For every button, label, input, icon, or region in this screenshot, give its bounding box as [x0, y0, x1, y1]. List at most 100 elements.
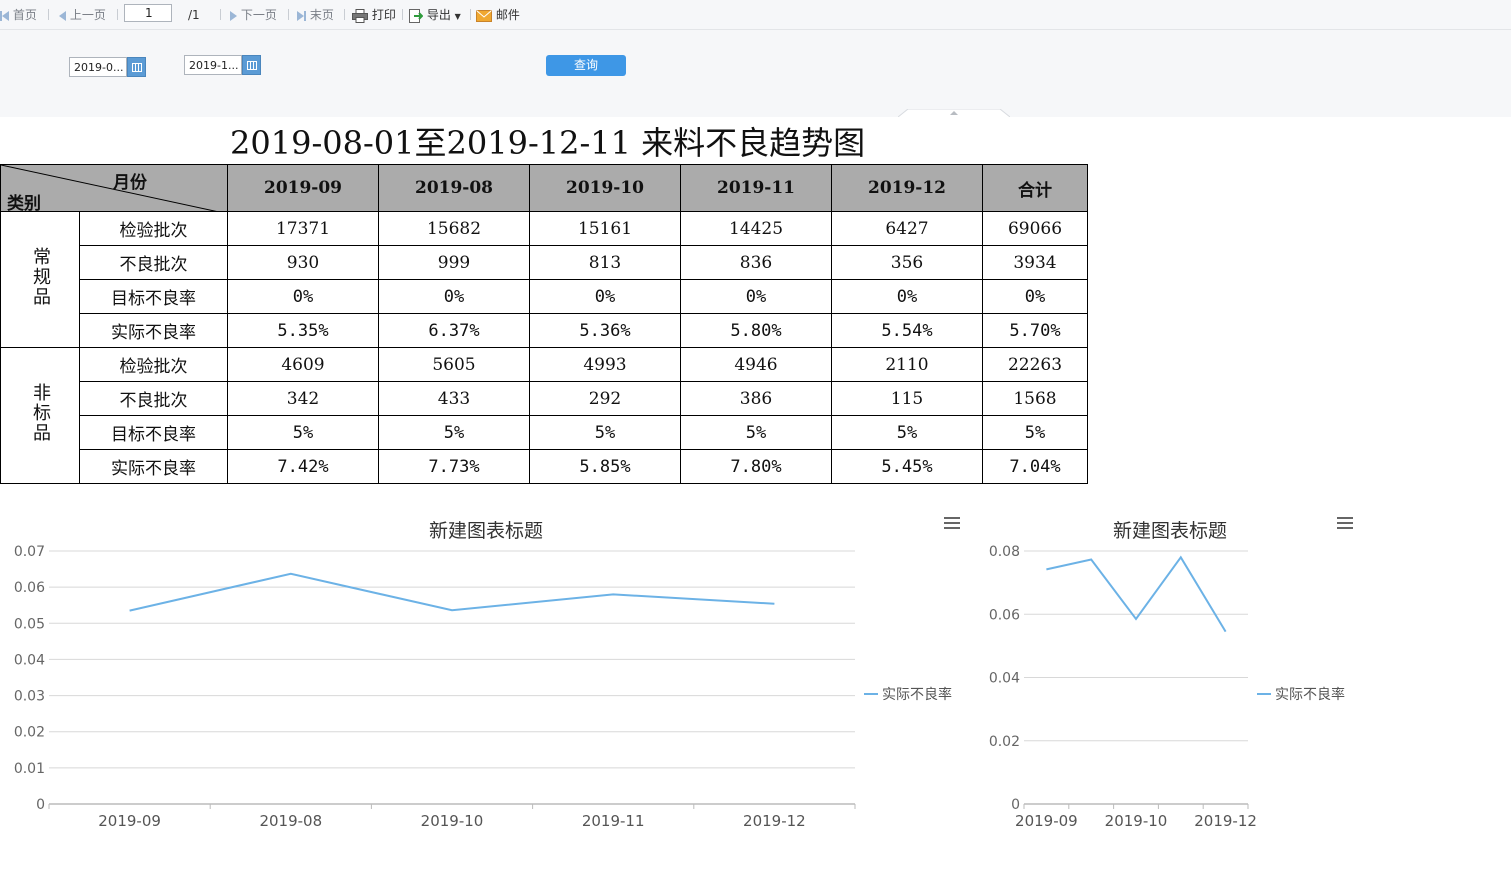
table-cell: 5% [831, 415, 983, 450]
chart-title: 新建图表标题 [1113, 520, 1227, 542]
group-label: 非标品 [30, 383, 51, 443]
row-label: 不良批次 [79, 381, 228, 416]
table-cell: 5.35% [227, 313, 379, 348]
row-label: 检验批次 [79, 211, 228, 246]
table-cell: 342 [227, 381, 379, 416]
page-number-input[interactable] [124, 4, 172, 22]
table-cell: 0% [831, 279, 983, 314]
table-header-row: 月份 类别 2019-09 2019-08 2019-10 2019-11 20… [0, 164, 1088, 214]
last-page-button[interactable]: 末页 [297, 7, 334, 23]
legend-label: 实际不良率 [882, 686, 952, 703]
defect-rate-line-chart-2: 新建图表标题 0 0.02 0.04 0.06 0.08 2019-09 2019-10 201… [989, 520, 1345, 830]
y-tick-label: 0 [1011, 797, 1020, 813]
first-page-icon [0, 10, 2, 21]
y-tick-label: 0.05 [14, 616, 45, 632]
column-header: 2019-09 [227, 164, 379, 212]
table-cell: 5.54% [831, 313, 983, 348]
table-cell: 999 [378, 245, 530, 280]
table-cell: 5.70% [982, 313, 1088, 348]
x-tick-label: 2019-10 [1105, 812, 1168, 830]
table-cell: 930 [227, 245, 379, 280]
start-date-calendar-button[interactable] [127, 57, 146, 77]
printer-icon [352, 8, 368, 23]
table-row: 实际不良率 7.42% 7.73% 5.85% 7.80% 5.45% 7.04% [1, 449, 1088, 484]
y-tick-label: 0.02 [989, 734, 1020, 750]
first-page-button[interactable]: 首页 [0, 7, 37, 23]
y-tick-label: 0.06 [14, 580, 45, 596]
prev-page-button[interactable]: 上一页 [59, 7, 106, 23]
x-tick-label: 2019-09 [98, 812, 161, 830]
table-cell: 5.45% [831, 449, 983, 484]
series-line [129, 572, 775, 612]
table-cell: 5% [378, 415, 530, 450]
toolbar-divider [470, 9, 471, 20]
legend-label: 实际不良率 [1275, 686, 1345, 703]
start-date-field[interactable]: 2019-0... [69, 57, 127, 77]
print-button[interactable]: 打印 [352, 7, 396, 23]
y-tick-label: 0.02 [14, 725, 45, 741]
table-cell: 356 [831, 245, 983, 280]
chart-menu-icon[interactable] [944, 517, 960, 529]
table-cell: 4993 [529, 347, 681, 382]
table-cell: 292 [529, 381, 681, 416]
y-tick-label: 0.08 [989, 544, 1020, 560]
collapse-pane-handle[interactable] [898, 109, 1010, 117]
table-cell: 5% [982, 415, 1088, 450]
series-line [1046, 555, 1227, 633]
x-tick-label: 2019-12 [1194, 812, 1257, 830]
chart-menu-icon[interactable] [1337, 517, 1353, 529]
table-row: 不良批次 342 433 292 386 115 1568 [1, 381, 1088, 416]
table-cell: 813 [529, 245, 681, 280]
end-date-calendar-button[interactable] [242, 55, 261, 75]
diagonal-header-cell: 月份 类别 [0, 164, 228, 214]
column-header: 合计 [982, 164, 1088, 212]
calendar-icon [247, 61, 257, 70]
table-cell: 14425 [680, 211, 832, 246]
table-row: 不良批次 930 999 813 836 356 3934 [1, 245, 1088, 280]
row-label: 实际不良率 [79, 449, 228, 484]
table-cell: 15161 [529, 211, 681, 246]
table-cell: 7.42% [227, 449, 379, 484]
table-cell: 69066 [982, 211, 1088, 246]
table-cell: 5.36% [529, 313, 681, 348]
export-dropdown[interactable]: 导出 ▼ [409, 7, 461, 23]
next-page-button[interactable]: 下一页 [230, 7, 277, 23]
toolbar-divider [288, 9, 289, 20]
table-cell: 0% [227, 279, 379, 314]
table-cell: 2110 [831, 347, 983, 382]
mail-icon [476, 9, 492, 22]
table-cell: 4609 [227, 347, 379, 382]
page-total: /1 [188, 8, 200, 22]
toolbar-divider [402, 9, 403, 20]
toolbar-divider [344, 9, 345, 20]
x-tick-label: 2019-12 [743, 812, 806, 830]
toolbar-divider [220, 9, 221, 20]
row-label: 不良批次 [79, 245, 228, 280]
table-cell: 15682 [378, 211, 530, 246]
row-label: 目标不良率 [79, 279, 228, 314]
column-header: 2019-08 [378, 164, 530, 212]
export-icon [409, 9, 423, 23]
mail-button[interactable]: 邮件 [476, 7, 520, 23]
y-tick-label: 0.03 [14, 689, 45, 705]
table-cell: 4946 [680, 347, 832, 382]
table-cell: 5% [227, 415, 379, 450]
chart-title: 新建图表标题 [429, 520, 543, 542]
table-cell: 6427 [831, 211, 983, 246]
table-cell: 5% [680, 415, 832, 450]
x-tick-label: 2019-10 [421, 812, 484, 830]
end-date-field[interactable]: 2019-1... [184, 55, 242, 75]
y-tick-label: 0.06 [989, 607, 1020, 623]
table-cell: 6.37% [378, 313, 530, 348]
table-cell: 5605 [378, 347, 530, 382]
table-cell: 5.85% [529, 449, 681, 484]
column-header: 2019-11 [680, 164, 832, 212]
chevron-up-icon [950, 111, 958, 115]
group-label-cell: 常规品 [0, 211, 80, 348]
x-tick-label: 2019-08 [259, 812, 322, 830]
header-month-label: 月份 [113, 173, 147, 193]
table-cell: 5% [529, 415, 681, 450]
query-button[interactable]: 查询 [546, 55, 626, 76]
y-tick-label: 0.04 [989, 671, 1020, 687]
table-cell: 7.73% [378, 449, 530, 484]
